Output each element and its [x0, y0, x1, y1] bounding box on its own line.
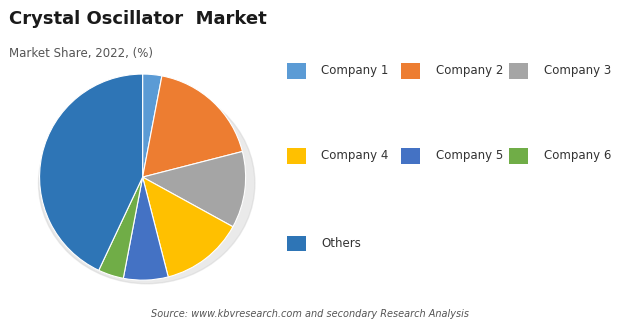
Wedge shape	[143, 151, 246, 227]
FancyBboxPatch shape	[509, 148, 528, 164]
Text: Company 2: Company 2	[436, 64, 503, 77]
Text: Company 3: Company 3	[544, 64, 611, 77]
FancyBboxPatch shape	[286, 148, 306, 164]
Wedge shape	[143, 74, 162, 177]
Wedge shape	[40, 74, 143, 270]
FancyBboxPatch shape	[401, 63, 420, 79]
FancyBboxPatch shape	[401, 148, 420, 164]
Text: Company 5: Company 5	[436, 149, 503, 162]
FancyBboxPatch shape	[286, 236, 306, 251]
Text: Others: Others	[321, 237, 361, 250]
FancyBboxPatch shape	[509, 63, 528, 79]
Text: Company 4: Company 4	[321, 149, 389, 162]
Wedge shape	[143, 76, 242, 177]
Text: Market Share, 2022, (%): Market Share, 2022, (%)	[9, 47, 153, 60]
Wedge shape	[123, 177, 168, 280]
Text: Source: www.kbvresearch.com and secondary Research Analysis: Source: www.kbvresearch.com and secondar…	[151, 309, 469, 319]
Wedge shape	[99, 177, 143, 278]
Ellipse shape	[38, 83, 255, 284]
Text: Company 1: Company 1	[321, 64, 389, 77]
Text: Company 6: Company 6	[544, 149, 611, 162]
FancyBboxPatch shape	[286, 63, 306, 79]
Text: Crystal Oscillator  Market: Crystal Oscillator Market	[9, 10, 267, 28]
Wedge shape	[143, 177, 233, 277]
